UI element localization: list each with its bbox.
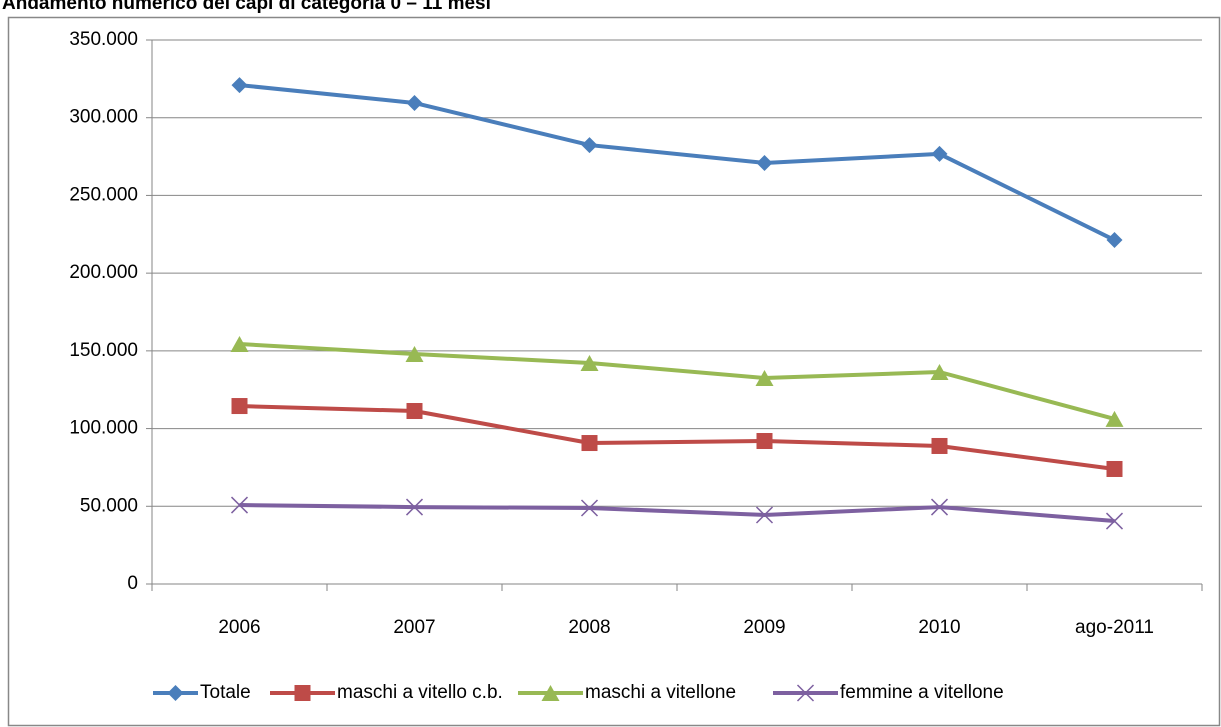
point bbox=[931, 437, 948, 454]
legend-label: maschi a vitellone bbox=[585, 682, 736, 703]
x-tick-label: ago-2011 bbox=[1075, 617, 1154, 638]
x-tick-label: 2009 bbox=[743, 617, 785, 638]
point bbox=[405, 345, 424, 362]
point bbox=[231, 77, 248, 94]
y-tick-label: 350.000 bbox=[69, 29, 138, 50]
point bbox=[580, 499, 599, 517]
point bbox=[405, 498, 424, 516]
chart-title: Andamento numerico dei capi di categoria… bbox=[2, 0, 491, 14]
point bbox=[756, 154, 773, 171]
y-tick-label: 300.000 bbox=[69, 107, 138, 128]
point bbox=[230, 336, 249, 353]
point bbox=[1106, 460, 1123, 477]
point bbox=[930, 363, 949, 380]
point bbox=[406, 403, 423, 420]
legend-marker bbox=[167, 685, 184, 701]
series-line bbox=[239, 83, 1116, 242]
y-tick-label: 0 bbox=[127, 573, 138, 594]
x-tick-label: 2007 bbox=[393, 617, 435, 638]
x-tick-label: 2010 bbox=[918, 617, 960, 638]
chart-frame bbox=[7, 16, 1221, 727]
point bbox=[580, 354, 599, 371]
x-tick-label: 2006 bbox=[218, 617, 260, 638]
legend-marker bbox=[294, 685, 311, 701]
point bbox=[930, 498, 949, 516]
x-tick-label: 2008 bbox=[568, 617, 610, 638]
point bbox=[1105, 512, 1124, 530]
y-tick-label: 100.000 bbox=[69, 418, 138, 439]
point bbox=[581, 137, 598, 154]
legend-label: Totale bbox=[200, 682, 251, 703]
series-line bbox=[239, 404, 1115, 471]
legend-label: maschi a vitello c.b. bbox=[337, 682, 503, 703]
point bbox=[231, 398, 248, 415]
y-tick-label: 250.000 bbox=[69, 184, 138, 205]
series-line bbox=[239, 503, 1115, 524]
legend-label: femmine a vitellone bbox=[840, 682, 1004, 703]
y-tick-label: 150.000 bbox=[69, 340, 138, 361]
legend-marker bbox=[796, 684, 815, 702]
series-line bbox=[239, 342, 1116, 421]
point bbox=[756, 433, 773, 450]
point bbox=[931, 145, 948, 162]
point bbox=[755, 506, 774, 524]
point bbox=[230, 496, 249, 514]
point bbox=[1105, 410, 1124, 427]
point bbox=[1106, 232, 1123, 249]
legend-marker bbox=[541, 685, 560, 701]
point bbox=[581, 435, 598, 452]
y-tick-label: 50.000 bbox=[80, 495, 138, 516]
y-tick-label: 200.000 bbox=[69, 262, 138, 283]
point bbox=[406, 94, 423, 111]
point bbox=[755, 370, 774, 387]
